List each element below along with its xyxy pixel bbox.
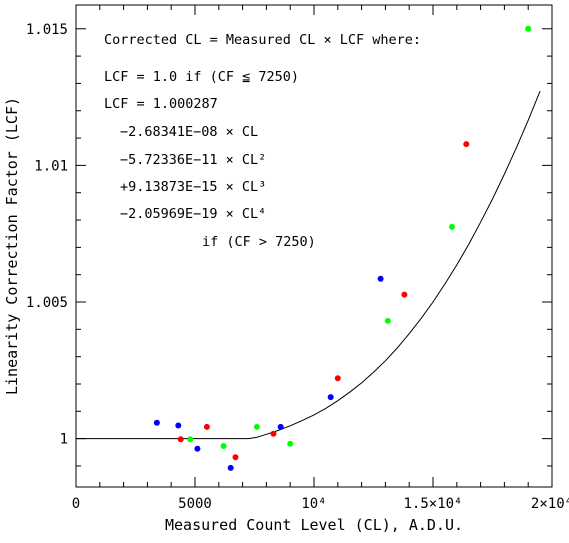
tick-labels: 0 5000 10⁴ 1.5×10⁴ 2×10⁴ 1 1.005 1.01 1.015 (26, 22, 569, 512)
annotation-line-5: −5.72336E−11 × CL² (120, 152, 266, 168)
y-axis-title: Linearity Correction Factor (LCF) (3, 97, 21, 395)
y-tick-label: 1 (60, 432, 68, 448)
blue-data-point (194, 445, 201, 452)
y-tick-label: 1.005 (26, 295, 68, 311)
x-tick-label: 1.5×10⁴ (403, 496, 462, 512)
green-data-point (449, 223, 455, 230)
annotation-line-2: LCF = 1.0 if (CF ≦ 7250) (104, 69, 299, 85)
red-data-point (203, 423, 210, 430)
y-tick-label: 1.01 (34, 158, 68, 174)
annotation-line-4: −2.68341E−08 × CL (120, 124, 258, 140)
red-data-point (270, 430, 277, 437)
x-tick-label: 0 (72, 496, 80, 512)
x-tick-label: 2×10⁴ (531, 496, 569, 512)
lcf-curve (76, 90, 541, 440)
y-tick-label: 1.015 (26, 22, 68, 38)
x-axis-title: Measured Count Level (CL), A.D.U. (165, 516, 463, 534)
red-data-point (177, 436, 184, 443)
blue-data-point (227, 464, 234, 471)
red-data-point (463, 141, 470, 148)
data-points (153, 25, 532, 471)
green-data-point (384, 317, 391, 324)
green-data-point (187, 436, 194, 443)
annotation-line-6: +9.13873E−15 × CL³ (120, 179, 266, 195)
blue-data-point (175, 422, 182, 429)
red-data-point (401, 291, 408, 298)
red-data-point (232, 454, 239, 461)
green-data-point (220, 443, 227, 449)
x-tick-label: 10⁴ (301, 496, 326, 512)
x-tick-label: 5000 (178, 496, 212, 512)
blue-data-point (327, 394, 334, 401)
annotation-line-7: −2.05969E−19 × CL⁴ (120, 206, 266, 222)
green-data-point (253, 423, 260, 430)
blue-data-point (377, 275, 384, 282)
green-data-point (287, 440, 294, 447)
blue-data-point (153, 419, 160, 426)
formula-annotation: Corrected CL = Measured CL × LCF where: … (104, 32, 421, 250)
annotation-line-8: if (CF > 7250) (202, 234, 316, 250)
annotation-line-1: Corrected CL = Measured CL × LCF where: (104, 32, 421, 48)
axis-ticks (75, 5, 553, 487)
green-data-point (525, 25, 532, 32)
red-data-point (334, 375, 341, 382)
blue-data-point (277, 423, 284, 430)
annotation-line-3: LCF = 1.000287 (104, 96, 218, 112)
